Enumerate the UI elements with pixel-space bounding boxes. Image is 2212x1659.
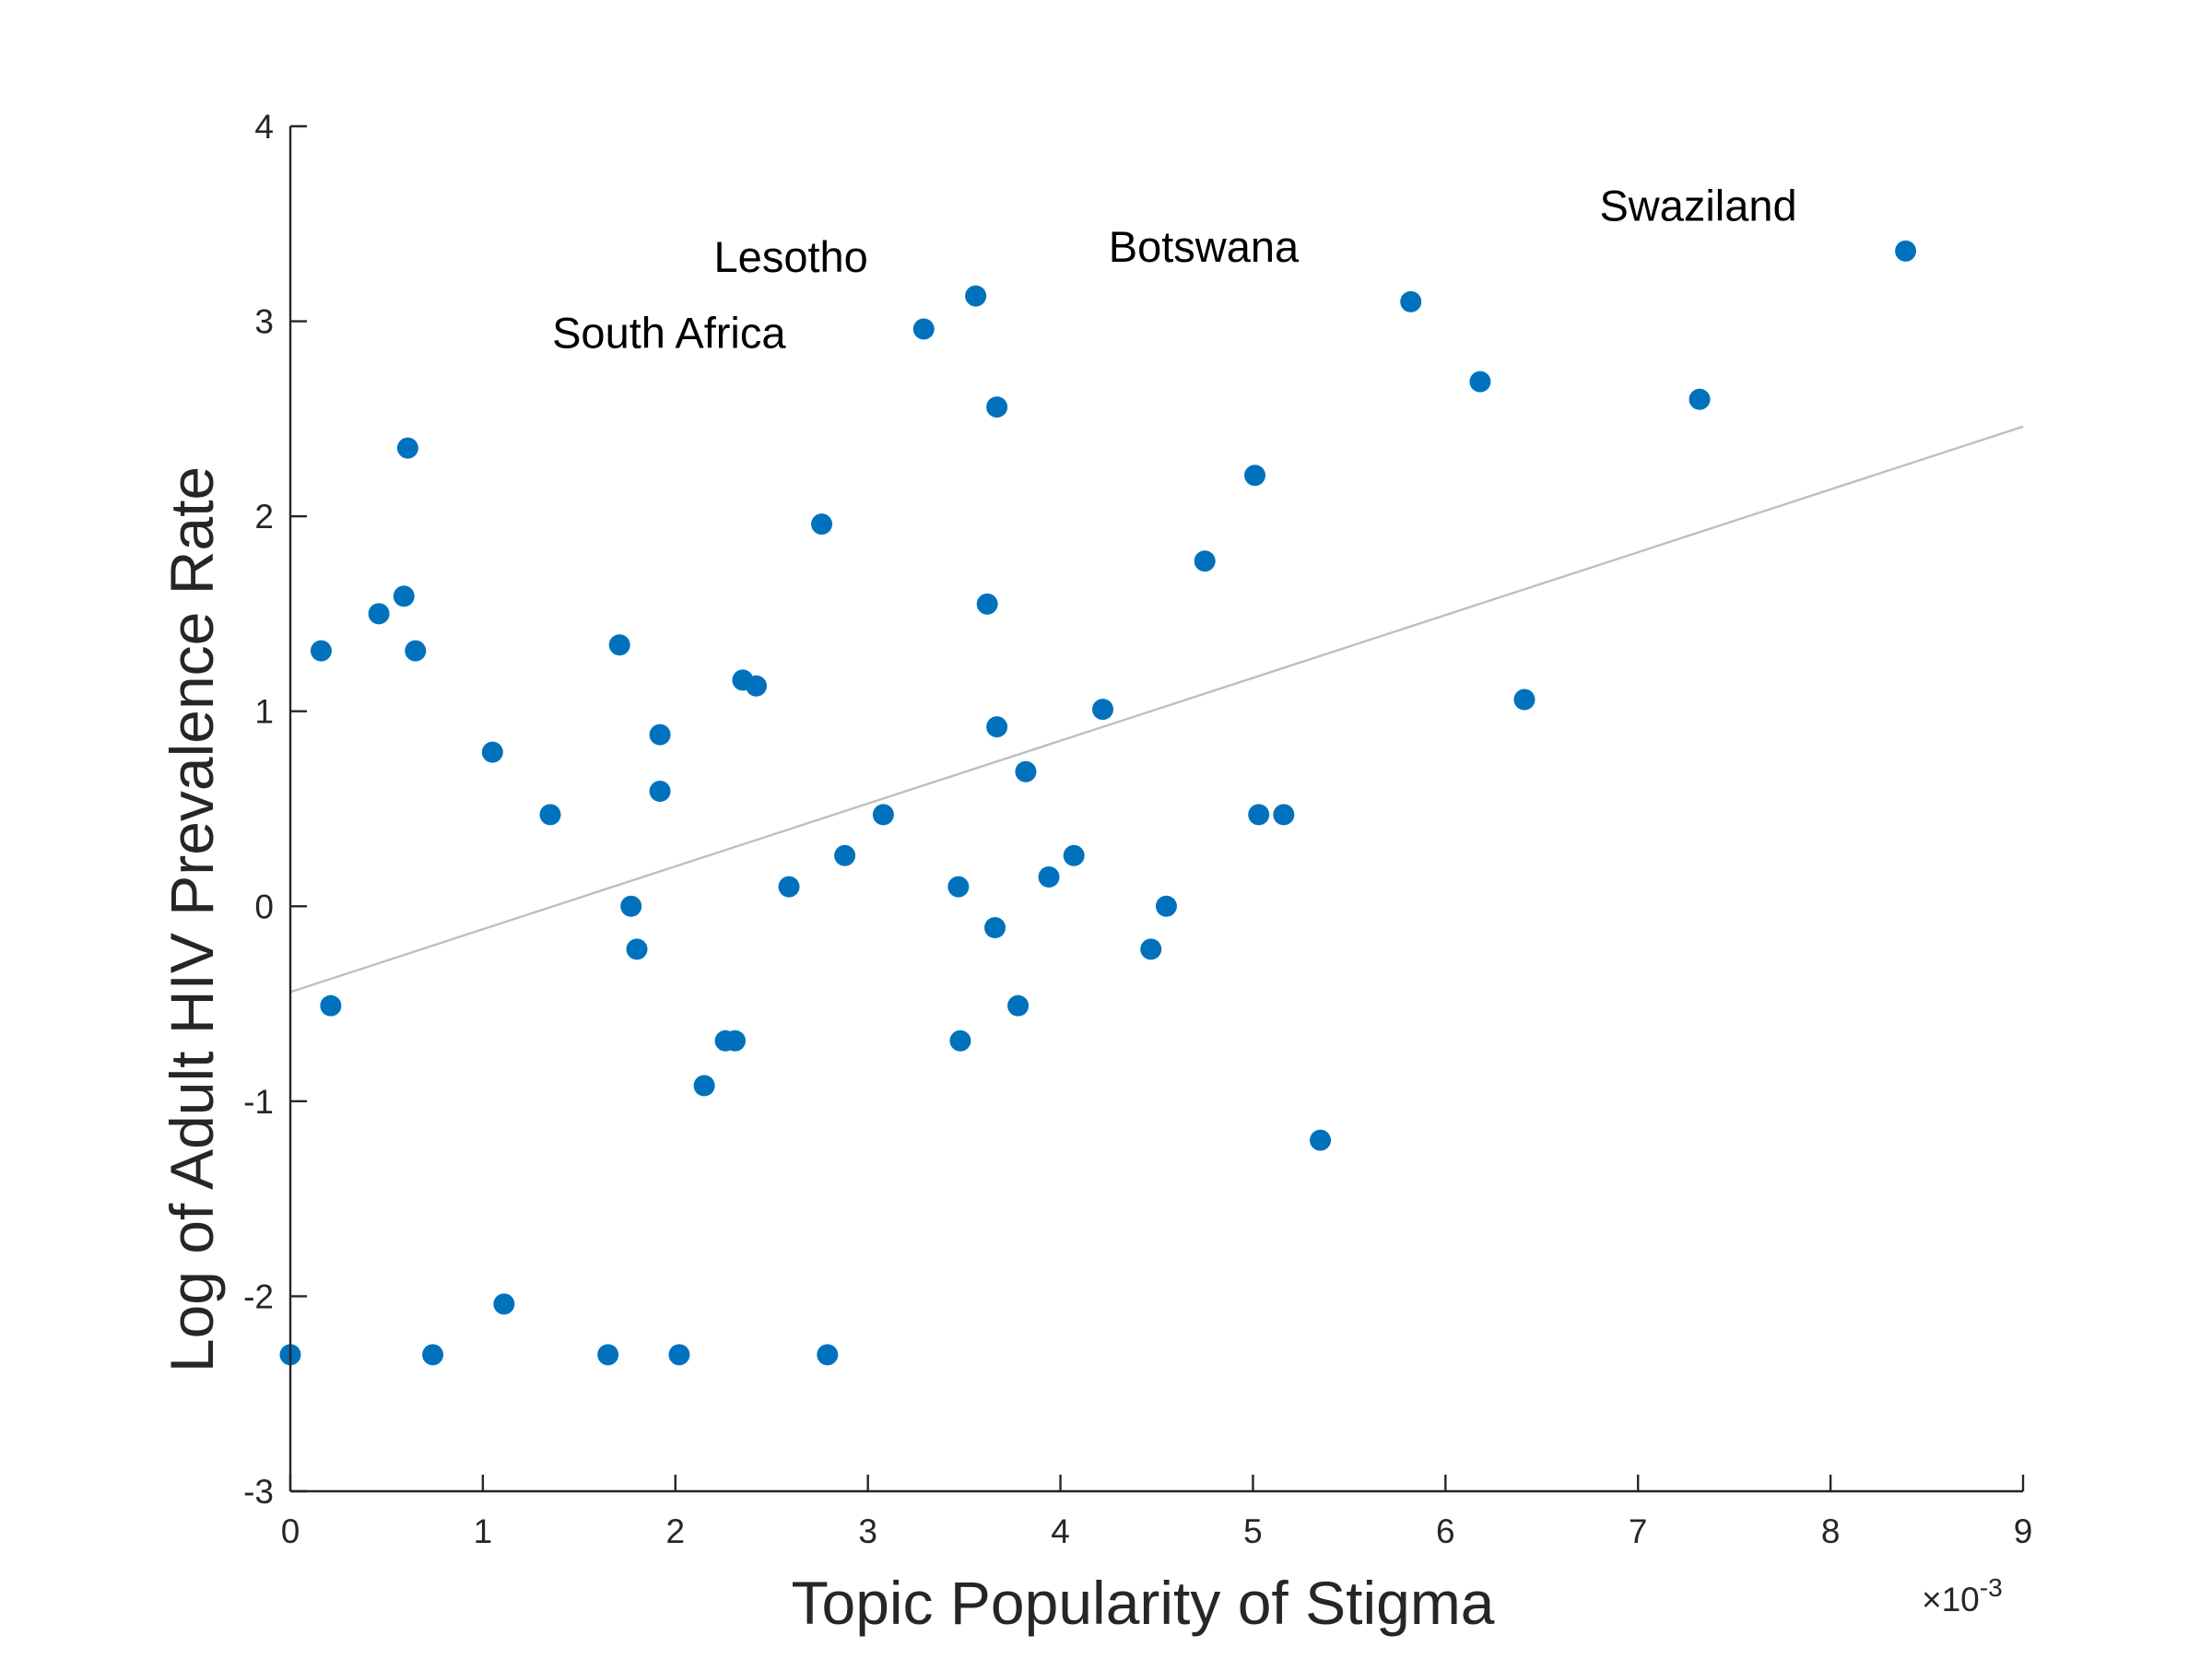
data-point: [320, 994, 342, 1017]
x-tick-label: 9: [2014, 1512, 2033, 1550]
data-point: [1400, 290, 1422, 312]
y-tick-label: 3: [254, 303, 274, 341]
y-tick-label: -1: [243, 1083, 274, 1121]
y-tick-label: 1: [254, 693, 274, 731]
data-point: [976, 593, 998, 615]
data-point: [947, 876, 970, 898]
data-point: [965, 285, 987, 307]
y-tick-label: 4: [254, 108, 274, 146]
regression-line: [289, 425, 2024, 994]
x-tick-label: 2: [665, 1512, 685, 1550]
axes-layer: [288, 126, 2023, 1493]
y-tick-label: 2: [254, 498, 274, 535]
country-label: South Africa: [552, 308, 786, 357]
data-point: [1688, 388, 1711, 410]
data-point: [1155, 895, 1177, 917]
points-layer: [279, 240, 1917, 1366]
data-point: [1092, 699, 1114, 721]
data-point: [1469, 371, 1491, 393]
data-point: [1140, 938, 1162, 960]
data-point: [668, 1344, 690, 1366]
y-tick-label: -2: [243, 1277, 274, 1315]
data-point: [872, 804, 894, 826]
data-point: [949, 1030, 971, 1052]
data-point: [1063, 844, 1085, 866]
data-point: [1244, 465, 1266, 487]
data-point: [649, 780, 671, 802]
data-point: [422, 1344, 444, 1366]
x-tick-label: 5: [1243, 1512, 1263, 1550]
data-point: [620, 895, 642, 917]
x-tick-label: 8: [1821, 1512, 1841, 1550]
x-axis-title: Topic Popularity of Stigma: [791, 1569, 1494, 1637]
x-tick-label: 4: [1051, 1512, 1070, 1550]
x-axis-exponent-base: ×10: [1922, 1581, 1980, 1618]
data-point: [481, 741, 503, 763]
data-point: [834, 844, 856, 866]
x-ticks: 0 1 2 3 4 5 6 7 8 9: [281, 1475, 2033, 1550]
y-tick-label: -3: [243, 1473, 274, 1511]
data-point: [1015, 760, 1037, 782]
data-point: [746, 675, 768, 697]
x-axis-exponent: ×10-3: [1922, 1573, 2003, 1618]
data-point: [396, 437, 418, 459]
country-label: Botswana: [1109, 222, 1300, 271]
annotations: Lesotho South Africa Botswana Swaziland: [552, 182, 1797, 358]
data-point: [1248, 804, 1270, 826]
data-point: [778, 876, 800, 898]
data-point: [984, 917, 1006, 939]
data-point: [986, 396, 1008, 418]
data-point: [649, 724, 671, 746]
x-tick-label: 1: [474, 1512, 493, 1550]
fit-line-layer: [289, 425, 2024, 994]
data-point: [811, 513, 833, 535]
data-point: [608, 634, 630, 656]
data-point: [1895, 240, 1917, 262]
data-point: [539, 804, 561, 826]
data-point: [1310, 1129, 1332, 1151]
data-point: [817, 1344, 839, 1366]
country-label: Lesotho: [714, 232, 868, 281]
data-point: [912, 318, 935, 340]
data-point: [1513, 688, 1535, 711]
data-point: [1007, 994, 1030, 1017]
data-point: [724, 1030, 747, 1052]
data-point: [493, 1293, 515, 1315]
data-point: [1273, 804, 1295, 826]
y-tick-label: 0: [254, 888, 274, 925]
data-point: [368, 603, 390, 625]
data-point: [405, 640, 427, 662]
data-point: [1038, 866, 1060, 888]
x-axis-exponent-power: -3: [1980, 1573, 2003, 1602]
x-tick-label: 7: [1629, 1512, 1648, 1550]
data-point: [1194, 550, 1216, 572]
data-point: [693, 1075, 715, 1097]
data-point: [986, 716, 1008, 738]
x-tick-label: 6: [1436, 1512, 1455, 1550]
country-label: Swaziland: [1599, 182, 1796, 230]
x-tick-label: 3: [858, 1512, 877, 1550]
data-point: [597, 1344, 619, 1366]
y-axis-title: Log of Adult HIV Prevalence Rate: [158, 466, 226, 1372]
data-point: [310, 640, 332, 662]
data-point: [393, 585, 415, 607]
x-tick-label: 0: [281, 1512, 300, 1550]
y-ticks: -3 -2 -1 0 1 2 3 4: [243, 108, 307, 1511]
data-point: [626, 938, 648, 960]
